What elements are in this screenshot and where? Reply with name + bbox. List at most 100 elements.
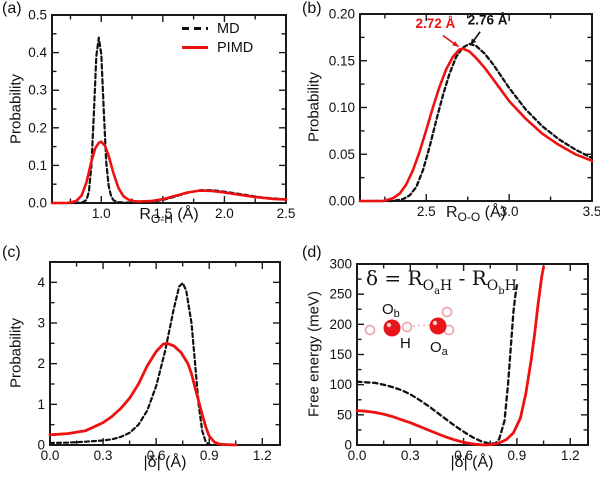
annotation-arrow-head (470, 38, 477, 45)
plot-d: 0.0 0.3 0.6 0.9 1.2 0 50 100 150 200 250 300 (329, 257, 589, 463)
plot-a: 1.0 1.5 2.0 2.5 0.0 0.1 0.2 0.3 0.4 0.5 (28, 8, 295, 222)
y-tick-label: 0.10 (329, 100, 355, 115)
annotation-text: 2.72 Å (416, 16, 456, 31)
x-tick-label: 2.5 (417, 204, 436, 219)
x-tick-label: 0.3 (94, 448, 113, 463)
oxygen-b-atom-icon (383, 319, 401, 337)
x-tick-label: 2.0 (215, 206, 234, 221)
y-tick-label: 100 (329, 377, 352, 392)
axes-d: 0.0 0.3 0.6 0.9 1.2 0 50 100 150 200 250 300 (329, 257, 589, 463)
annotation-text: 2.76 Å (468, 12, 508, 27)
y-tick-label: 1 (37, 397, 45, 412)
plot-frame (49, 261, 281, 446)
x-label-unit: (Å) (467, 454, 494, 471)
hydrogen-label: H (400, 335, 411, 352)
y-tick-label: 0.15 (329, 53, 355, 68)
panel-c: 0.0 0.3 0.6 0.9 1.2 0 1 2 3 4 (c) Probability |δ|… (0, 242, 300, 484)
y-tick-label: 250 (329, 287, 352, 302)
curve-md (48, 281, 214, 447)
x-tick-label: 0.0 (348, 448, 367, 463)
curve-pimd (48, 341, 238, 447)
h-atom-icon (364, 324, 376, 336)
pimd-solid-line-sample (182, 46, 208, 49)
x-tick-label: 1.2 (561, 448, 580, 463)
panel-label-c: (c) (2, 244, 21, 261)
y-tick-label: 0.2 (28, 120, 47, 135)
y-axis-label-a: Probability (7, 73, 25, 145)
panel-b: 2.5 3.0 3.5 0.00 0.05 0.10 0.15 0.20 2.72 Å 2.76 … (300, 0, 600, 242)
x-label-symbol: |δ| (450, 454, 468, 471)
oxygen-a-atom-icon (429, 317, 447, 335)
y-tick-label: 0 (344, 438, 352, 453)
formula-sub2-main: O (486, 278, 499, 294)
formula-sub-2: ObH (486, 278, 517, 296)
curve-md (355, 283, 519, 445)
x-label-symbol: R (139, 206, 151, 223)
x-label-subscript: O-H (150, 212, 173, 227)
x-tick-label: 0.0 (41, 448, 60, 463)
y-tick-label: 0.3 (28, 83, 47, 98)
y-axis-label-c: Probability (7, 317, 25, 389)
plot-c: 0.0 0.3 0.6 0.9 1.2 0 1 2 3 4 (37, 261, 281, 463)
x-tick-label: 0.9 (200, 448, 219, 463)
x-label-symbol: R (445, 204, 458, 221)
x-axis-label-c: |δ| (Å) (144, 454, 187, 474)
formula-sub2-tail: H (504, 278, 517, 294)
x-tick-label: 1.5 (153, 206, 172, 221)
y-tick-label: 200 (329, 317, 352, 332)
formula-mid: - R (452, 266, 487, 290)
plot-frame (359, 13, 593, 202)
legend-label-md: MD (217, 20, 240, 37)
y-tick-label: 3 (37, 316, 45, 331)
y-tick-label: 0.4 (28, 45, 47, 60)
x-tick-label: 1.2 (253, 448, 272, 463)
panel-d: 0.0 0.3 0.6 0.9 1.2 0 50 100 150 200 250 300 (d) Fr… (300, 242, 600, 484)
axes-a: 1.0 1.5 2.0 2.5 0.0 0.1 0.2 0.3 0.4 0.5 (28, 8, 295, 222)
panel-label-b: (b) (302, 0, 322, 17)
legend-item-pimd: PIMD (182, 38, 253, 57)
y-tick-label: 0.00 (329, 194, 355, 209)
y-tick-label: 150 (329, 347, 352, 362)
formula-head: δ = R (366, 266, 423, 290)
axes-b: 2.5 3.0 3.5 0.00 0.05 0.10 0.15 0.20 2.72 Å 2.76 … (329, 7, 600, 220)
y-axis-label-b: Probability (305, 71, 323, 143)
axes-c: 0.0 0.3 0.6 0.9 1.2 0 1 2 3 4 (37, 261, 281, 463)
y-tick-label: 0 (37, 438, 45, 453)
x-label-unit: (Å) (172, 206, 199, 223)
y-tick-label: 0.5 (28, 8, 47, 23)
x-tick-label: 3.0 (500, 204, 519, 219)
x-label-subscript: O-O (457, 210, 481, 225)
legend-label-pimd: PIMD (217, 39, 254, 56)
h-atom-icon (401, 321, 413, 333)
molecule-inset: Ob H Oa (364, 301, 455, 358)
x-label-symbol: |δ| (143, 454, 161, 471)
y-tick-label: 0.1 (28, 158, 47, 173)
y-tick-label: 0.20 (329, 7, 355, 22)
panel-label-a: (a) (2, 0, 22, 17)
annotation-arrow-head (452, 41, 459, 47)
x-label-unit: (Å) (160, 454, 187, 471)
x-axis-label-d: |δ| (Å) (451, 454, 494, 474)
curve-pimd (355, 265, 546, 447)
y-tick-label: 4 (37, 275, 45, 290)
x-tick-label: 2.5 (277, 206, 296, 221)
oxygen-a-label: Oa (430, 339, 449, 358)
h-atom-icon (441, 306, 453, 318)
x-axis-label-a: RO-H (Å) (139, 206, 198, 226)
oxygen-b-label: Ob (382, 301, 400, 320)
x-tick-label: 0.6 (147, 448, 166, 463)
legend: MD PIMD (182, 19, 253, 57)
x-tick-label: 3.5 (583, 204, 600, 219)
y-tick-label: 2 (37, 356, 45, 371)
plot-b: 2.5 3.0 3.5 0.00 0.05 0.10 0.15 0.20 2.72 Å 2.76 … (329, 7, 600, 220)
panel-a: 1.0 1.5 2.0 2.5 0.0 0.1 0.2 0.3 0.4 0.5 (a) Proba… (0, 0, 300, 242)
x-label-unit: (Å) (480, 204, 507, 221)
formula-sub1-tail: H (440, 278, 453, 294)
plot-frame (51, 14, 287, 204)
curve-md (358, 42, 594, 203)
formula-sub1-sub: a (434, 285, 441, 297)
atom-highlight (386, 322, 392, 328)
curve-pimd (358, 47, 594, 203)
curve-pimd (50, 140, 288, 205)
